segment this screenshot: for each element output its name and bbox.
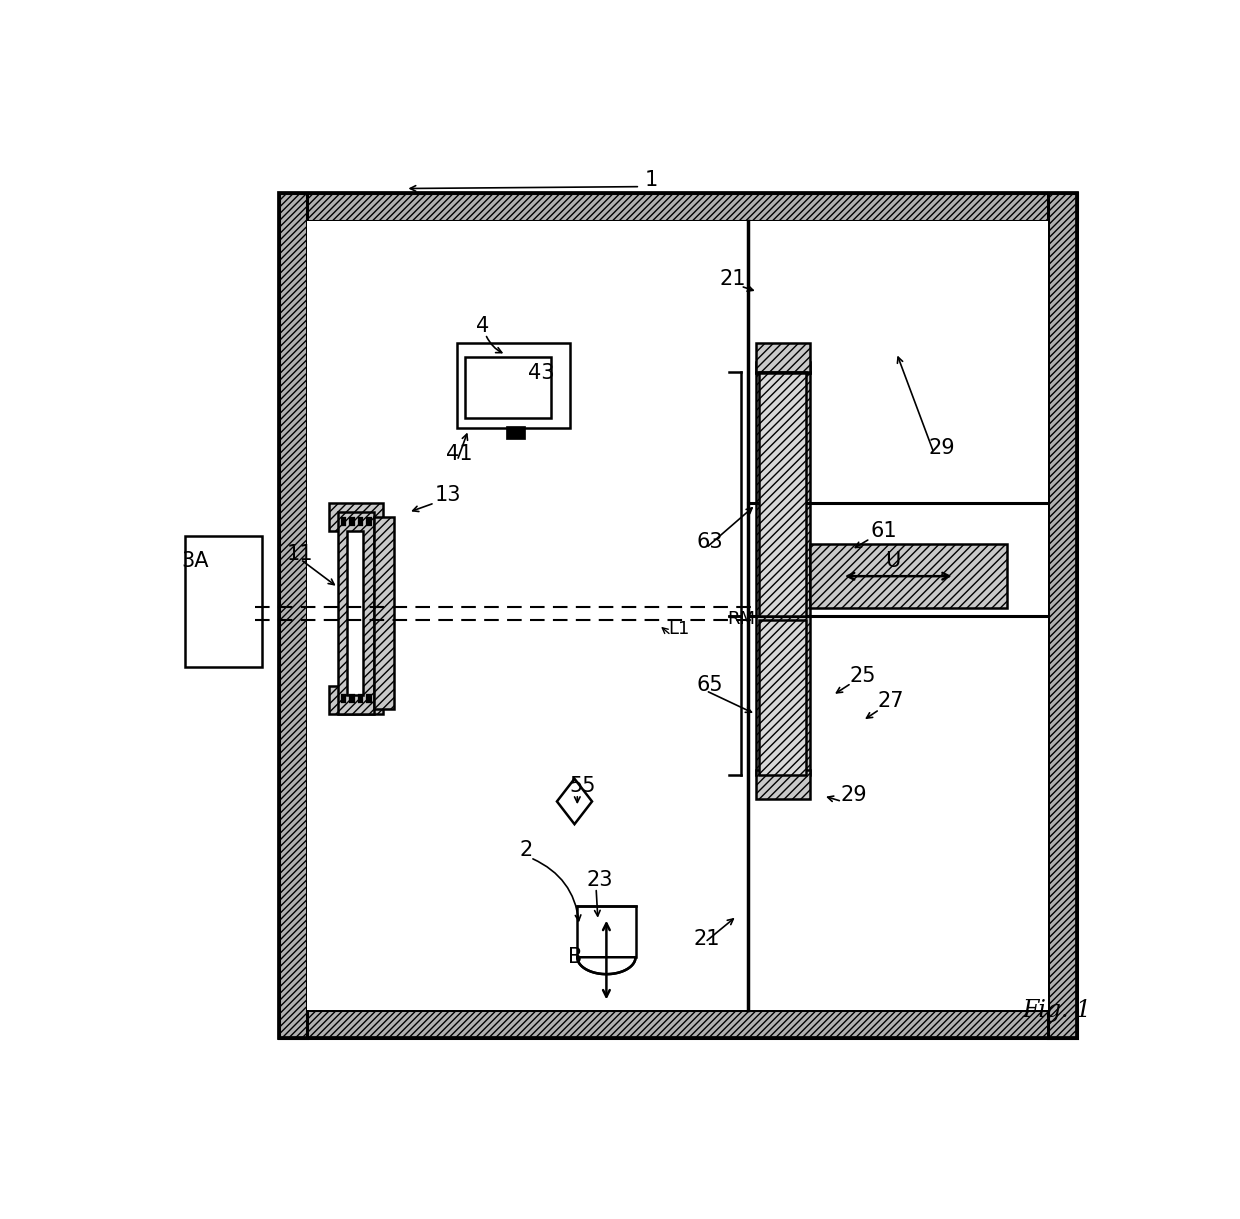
Bar <box>350 517 355 527</box>
Text: 11: 11 <box>286 544 312 564</box>
Text: 43: 43 <box>527 363 554 383</box>
Text: 63: 63 <box>697 531 723 552</box>
Bar <box>755 770 810 798</box>
Bar <box>810 544 1007 608</box>
Text: L1: L1 <box>668 620 689 638</box>
Text: 61: 61 <box>870 521 897 540</box>
Text: RM: RM <box>728 610 755 628</box>
Text: B: B <box>568 947 582 967</box>
Text: 3A: 3A <box>181 551 208 570</box>
Text: 23: 23 <box>587 869 614 890</box>
Bar <box>185 536 262 667</box>
Bar <box>366 517 372 527</box>
Bar <box>329 503 383 531</box>
Bar <box>279 193 1076 1039</box>
Text: 1: 1 <box>645 171 658 190</box>
Text: 2: 2 <box>520 840 532 859</box>
Bar <box>755 344 810 373</box>
Bar <box>279 1009 1076 1039</box>
Bar <box>357 694 363 703</box>
Text: 25: 25 <box>849 666 875 686</box>
Text: 41: 41 <box>446 444 472 463</box>
Bar <box>357 517 363 527</box>
Text: U: U <box>885 551 900 570</box>
Bar <box>755 372 810 373</box>
Bar <box>578 906 635 957</box>
Bar <box>366 694 372 703</box>
Bar <box>308 222 1049 1009</box>
Bar <box>465 356 551 418</box>
Bar <box>329 686 383 714</box>
Bar <box>1049 193 1076 1039</box>
Bar <box>373 517 394 709</box>
Text: 29: 29 <box>841 785 867 806</box>
Text: 21: 21 <box>693 929 720 948</box>
Text: 4: 4 <box>476 316 490 336</box>
Bar <box>339 512 373 714</box>
Bar <box>506 425 525 439</box>
Bar <box>279 193 308 1039</box>
Polygon shape <box>578 957 635 974</box>
Bar <box>279 193 1076 222</box>
Text: 13: 13 <box>435 485 461 505</box>
Text: 21: 21 <box>720 269 746 289</box>
Text: Fig. 1: Fig. 1 <box>1022 1000 1091 1023</box>
Bar <box>341 517 346 527</box>
Text: 27: 27 <box>878 691 904 712</box>
Bar <box>759 620 806 775</box>
Text: 65: 65 <box>697 675 723 695</box>
Bar <box>341 694 346 703</box>
Bar <box>350 694 355 703</box>
Polygon shape <box>557 779 591 824</box>
Text: 55: 55 <box>570 775 596 796</box>
Bar <box>347 531 363 695</box>
Text: 29: 29 <box>929 438 955 458</box>
Bar <box>458 344 570 428</box>
Bar <box>755 362 810 775</box>
Bar <box>759 372 806 616</box>
